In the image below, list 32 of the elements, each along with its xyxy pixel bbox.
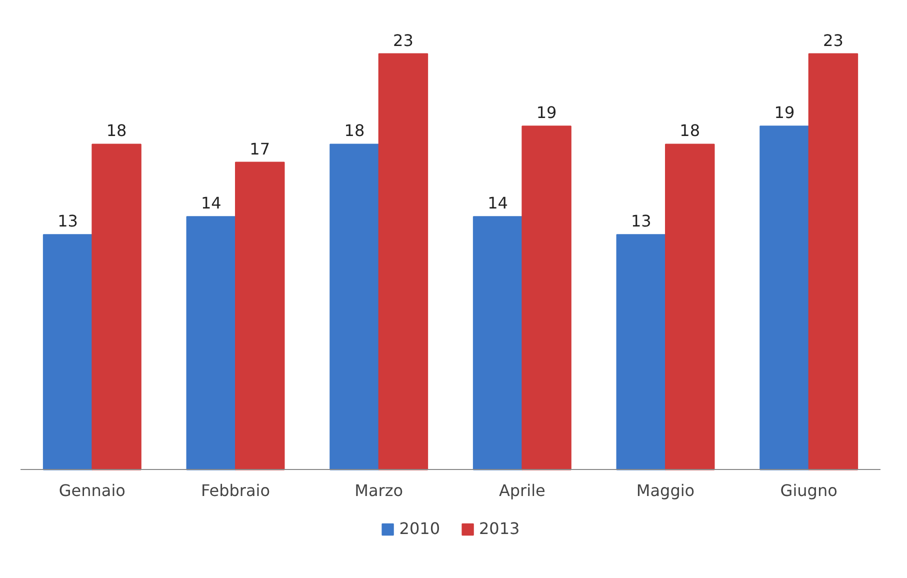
x-tick-label: Giugno [780,480,838,500]
bar [665,144,715,470]
bar [186,216,236,470]
x-tick-label: Maggio [636,480,695,500]
legend-label: 2013 [479,519,520,538]
legend-label: 2010 [399,519,440,538]
data-label: 18 [680,121,700,140]
bar [760,126,810,470]
bar [472,216,523,470]
bar [235,162,285,470]
data-label: 18 [344,121,365,140]
data-label: 13 [58,212,78,231]
x-tick-label: Gennaio [58,480,126,500]
data-label: 14 [488,194,508,213]
data-label: 23 [393,30,414,50]
data-label: 17 [250,139,270,158]
x-tick-label: Marzo [354,480,404,500]
data-label: 18 [106,121,127,140]
bar [42,234,93,470]
x-tick-label: Aprile [498,480,546,500]
bar [330,144,380,470]
bar [92,144,142,470]
bar [808,53,858,470]
bar [378,53,428,470]
data-label: 23 [823,30,844,50]
data-label: 14 [200,194,222,213]
data-label: 13 [630,212,652,231]
x-tick-label: Febbraio [200,480,270,500]
bar [522,126,572,470]
bar [616,234,666,470]
data-label: 19 [536,103,557,122]
data-label: 19 [774,103,795,122]
